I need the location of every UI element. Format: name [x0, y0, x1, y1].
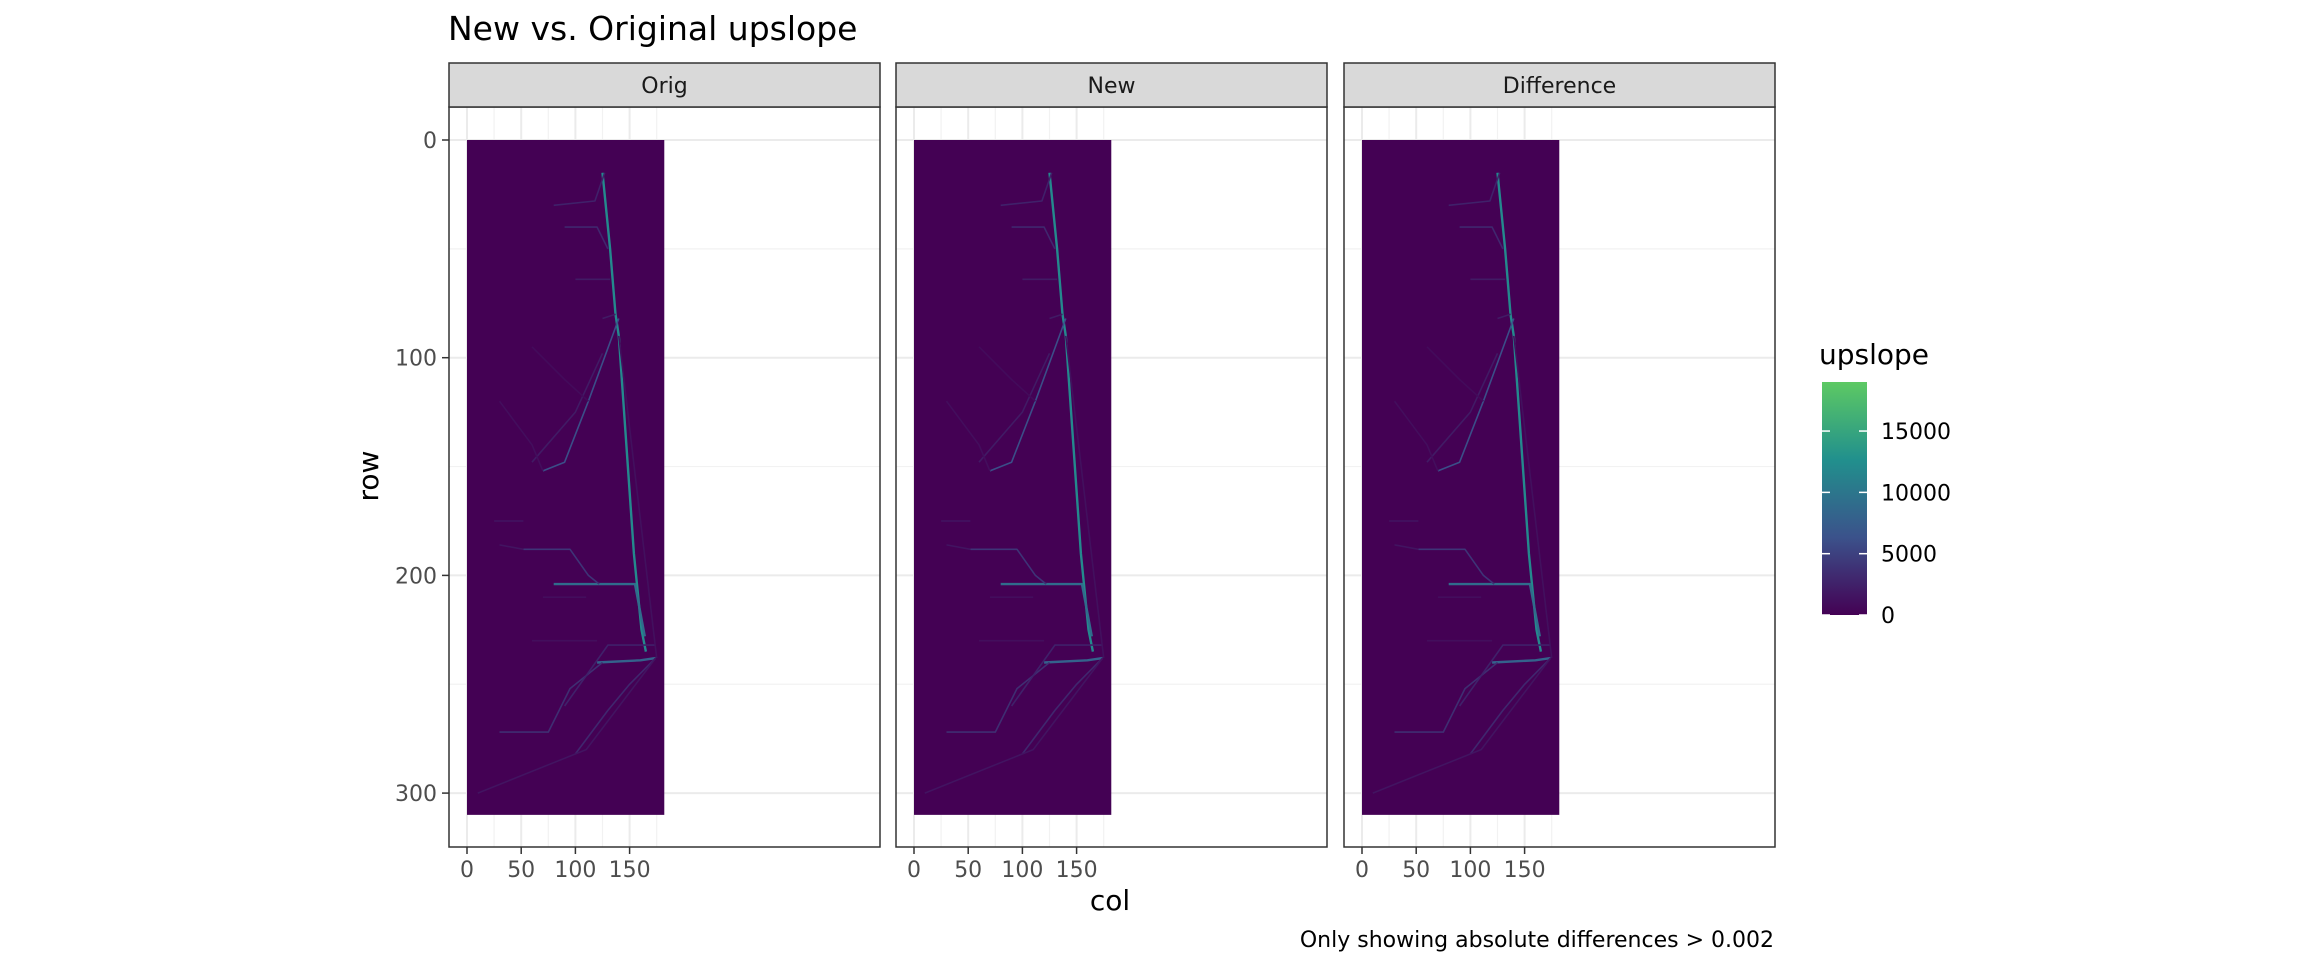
facet-strip — [448, 62, 881, 108]
y-axis-title: row — [352, 451, 385, 502]
flow-line — [1394, 544, 1419, 551]
y-tick-label: 200 — [395, 564, 437, 589]
legend-title: upslope — [1819, 338, 1929, 371]
heatmap-raster — [467, 140, 665, 815]
facet-strip — [1343, 62, 1776, 108]
x-tick-label: 0 — [907, 858, 921, 883]
flow-line — [1011, 226, 1056, 250]
flow-line — [602, 313, 616, 320]
x-tick-label: 50 — [507, 858, 535, 883]
flow-line — [1513, 335, 1553, 659]
legend-label: 5000 — [1881, 543, 1937, 568]
flow-line — [1000, 582, 1093, 637]
legend-label: 15000 — [1881, 420, 1951, 445]
heatmap-raster — [1362, 140, 1560, 815]
flow-line — [531, 346, 589, 402]
x-tick-label: 150 — [609, 858, 651, 883]
flow-lines — [1372, 172, 1553, 794]
flow-line — [618, 335, 658, 659]
flow-line — [1426, 352, 1499, 463]
x-tick-label: 150 — [1056, 858, 1098, 883]
flow-line — [945, 400, 991, 472]
legend-label: 10000 — [1881, 481, 1951, 506]
flow-line — [1049, 313, 1063, 320]
flow-line — [477, 657, 657, 794]
flow-line — [498, 400, 544, 472]
facet-strip-label: New — [1088, 74, 1136, 99]
flow-lines — [477, 172, 658, 794]
flow-line — [978, 352, 1051, 463]
flow-line — [531, 352, 604, 463]
chart-caption: Only showing absolute differences > 0.00… — [1300, 928, 1774, 953]
x-tick-label: 100 — [1001, 858, 1043, 883]
y-tick-label: 0 — [423, 129, 437, 154]
flow-line — [499, 544, 524, 551]
flow-line — [542, 318, 620, 472]
x-tick-label: 100 — [554, 858, 596, 883]
x-tick-label: 50 — [1402, 858, 1430, 883]
flow-lines — [924, 172, 1105, 794]
flow-line — [553, 172, 606, 207]
flow-line — [1044, 656, 1103, 664]
x-tick-label: 100 — [1449, 858, 1491, 883]
flow-line — [574, 657, 657, 755]
flow-line — [1448, 582, 1541, 637]
flow-line — [1492, 656, 1551, 664]
flow-line — [563, 644, 656, 707]
flow-line — [1448, 172, 1501, 207]
facet-strip-label: Orig — [641, 74, 687, 99]
flow-line — [597, 656, 656, 664]
x-tick-label: 0 — [460, 858, 474, 883]
flow-line — [978, 346, 1036, 402]
flow-line — [523, 548, 600, 585]
flow-line — [989, 318, 1067, 472]
facet-panel-new: New 0 50 100 150 — [895, 62, 1328, 883]
x-tick-label: 150 — [1504, 858, 1546, 883]
flow-line — [1459, 226, 1504, 250]
flow-line — [1065, 335, 1105, 659]
flow-line — [946, 544, 971, 551]
x-axis-title: col — [1090, 884, 1130, 917]
flow-line — [564, 226, 609, 250]
flow-line — [1469, 657, 1552, 755]
flow-line — [1418, 548, 1495, 585]
flow-line — [1393, 400, 1439, 472]
chart-title: New vs. Original upslope — [448, 9, 857, 48]
x-tick-label: 50 — [954, 858, 982, 883]
flow-line — [1372, 657, 1552, 794]
fill-legend: upslope 0 5000 10000 15000 — [1819, 338, 1951, 629]
flow-line — [1458, 644, 1551, 707]
facet-panel-difference: Difference 0 50 100 150 — [1343, 62, 1776, 883]
flow-line — [1437, 318, 1515, 472]
flow-line — [553, 582, 646, 637]
flow-line — [924, 657, 1104, 794]
flow-line — [1021, 657, 1104, 755]
flow-line — [1497, 313, 1511, 320]
flow-line — [1426, 346, 1484, 402]
flow-line — [1010, 644, 1103, 707]
legend-colorbar — [1822, 382, 1867, 615]
facet-panel-orig: Orig 0 50 100 150 0 100 200 300 — [395, 62, 881, 883]
x-tick-label: 0 — [1355, 858, 1369, 883]
facet-strip — [895, 62, 1328, 108]
flow-line — [970, 548, 1047, 585]
y-tick-label: 300 — [395, 782, 437, 807]
flow-line — [1000, 172, 1053, 207]
facet-strip-label: Difference — [1503, 74, 1616, 99]
legend-label: 0 — [1881, 604, 1895, 629]
heatmap-raster — [914, 140, 1112, 815]
y-tick-label: 100 — [395, 347, 437, 372]
